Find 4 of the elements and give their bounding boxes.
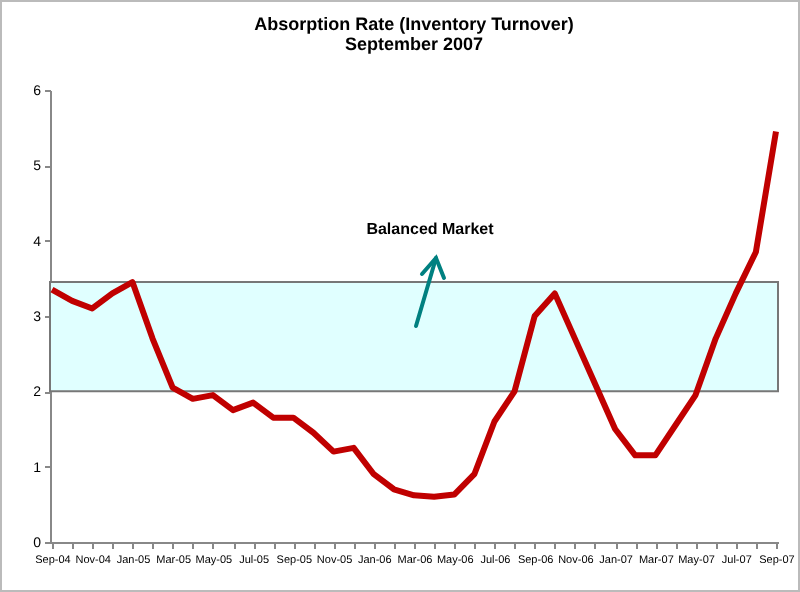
band-label: Balanced Market	[366, 220, 495, 239]
chart-subtitle: September 2007	[344, 34, 484, 54]
line-series	[49, 128, 779, 500]
chart-title: Absorption Rate (Inventory Turnover)	[254, 14, 574, 34]
